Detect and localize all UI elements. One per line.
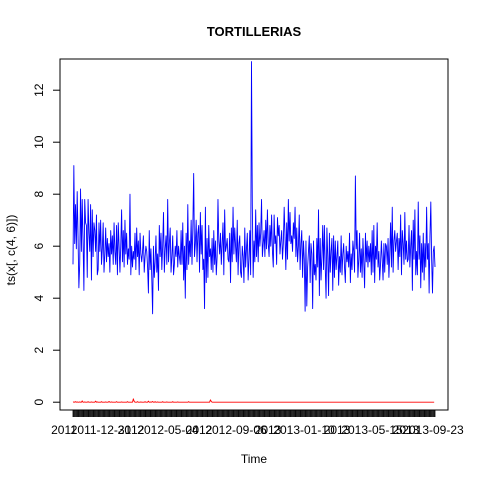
x-tick-label: 2012 [186,423,213,437]
x-tick-label: 2013 [393,423,420,437]
x-tick-label: 2013-09-23 [402,423,464,437]
y-tick-label: 12 [32,83,46,97]
series-line-2 [72,398,435,403]
x-tick-label: 2013-05-15 [341,423,403,437]
series-line-1 [72,61,436,315]
x-tick-label: 2012-05-04 [137,423,199,437]
y-tick-label: 0 [32,399,46,406]
chart-title: TORTILLERIAS [207,24,302,39]
x-tick-label: 2013-01-10 [273,423,335,437]
x-tick-label: 2012 [118,423,145,437]
series-layer [72,61,436,403]
x-tick-label: 2013 [255,423,282,437]
y-tick-label: 8 [32,191,46,198]
x-tick-label: 2013 [324,423,351,437]
x-tick-label: 2012-09-06 [205,423,267,437]
y-tick-label: 6 [32,243,46,250]
y-tick-label: 2 [32,347,46,354]
y-tick-label: 10 [32,135,46,149]
x-tick-label: 2011 [51,423,77,437]
x-axis-label: Time [241,452,268,466]
y-tick-label: 4 [32,295,46,302]
x-tick-label: 2011-12-31 [71,423,132,437]
y-axis-label: ts(x[, c(4, 6)]) [4,215,18,286]
